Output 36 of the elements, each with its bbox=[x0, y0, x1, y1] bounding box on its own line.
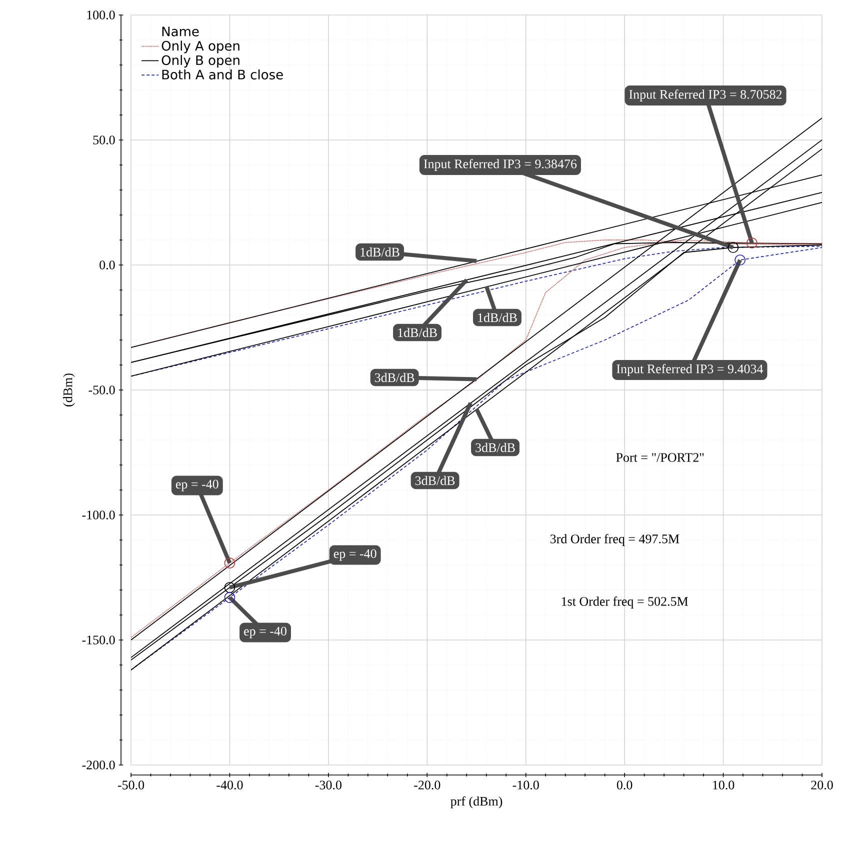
annotation: 3dB/dB bbox=[415, 476, 455, 486]
y-tick-label: -150.0 bbox=[82, 636, 115, 644]
legend-title: Name bbox=[162, 26, 199, 36]
annotation: ep = -40 bbox=[334, 549, 376, 561]
y-axis-title: (dBm) bbox=[63, 374, 75, 406]
legend-label: Both A and B close bbox=[162, 69, 283, 80]
x-tick-label: -40.0 bbox=[216, 780, 243, 790]
legend-label: Only B open bbox=[162, 55, 240, 68]
annotation: Input Referred IP3 = 8.70582 bbox=[629, 90, 782, 102]
x-tick-label: -10.0 bbox=[512, 780, 539, 790]
x-tick-label: -30.0 bbox=[315, 780, 342, 790]
x-tick-label: 0.0 bbox=[616, 780, 632, 790]
annotation: Input Referred IP3 = 9.38476 bbox=[424, 159, 577, 171]
x-tick-label: 20.0 bbox=[811, 780, 833, 790]
annotation: 3rd Order freq = 497.5M bbox=[550, 534, 680, 546]
annotation: ep = -40 bbox=[176, 480, 218, 492]
annotation: 1dB/dB bbox=[398, 328, 437, 338]
y-tick-label: -200.0 bbox=[82, 760, 115, 770]
y-tick-label: 100.0 bbox=[87, 10, 115, 20]
annotation: 3dB/dB bbox=[374, 372, 414, 382]
annotation: 3dB/dB bbox=[476, 442, 515, 452]
annotation: 1dB/dB bbox=[360, 247, 400, 257]
annotation: 1st Order freq = 502.5M bbox=[562, 596, 688, 608]
annotation: Port = "/PORT2" bbox=[616, 453, 704, 462]
annotation: 1dB/dB bbox=[478, 312, 517, 322]
y-tick-label: 0.0 bbox=[100, 260, 115, 270]
y-tick-label: -100.0 bbox=[82, 510, 115, 520]
y-tick-label: 50.0 bbox=[93, 136, 115, 144]
x-tick-label: -20.0 bbox=[414, 780, 440, 790]
annotation: ep = -40 bbox=[244, 626, 286, 638]
legend-label: Only A open bbox=[162, 40, 240, 54]
y-tick-label: -50.0 bbox=[88, 386, 115, 394]
x-tick-label: 10.0 bbox=[713, 780, 734, 790]
x-axis-title: prf (dBm) bbox=[450, 796, 502, 808]
x-tick-label: -50.0 bbox=[118, 780, 144, 790]
annotation: Input Referred IP3 = 9.4034 bbox=[616, 364, 764, 376]
